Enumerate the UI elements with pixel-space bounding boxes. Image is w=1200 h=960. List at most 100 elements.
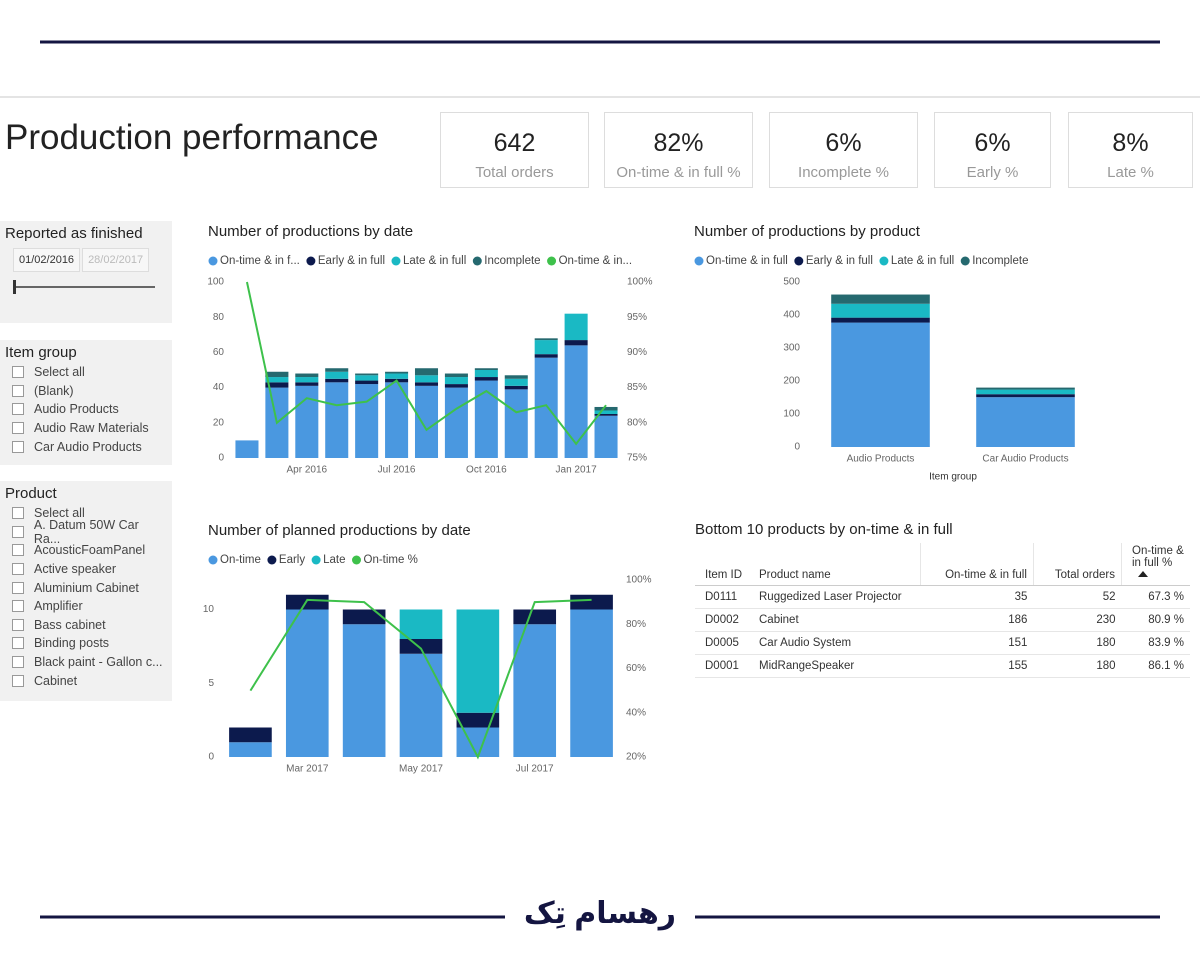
option-label: Black paint - Gallon c...	[34, 655, 163, 670]
legend-label: Incomplete	[972, 255, 1028, 267]
date-slider[interactable]	[5, 272, 167, 302]
legend-label: Late	[323, 554, 345, 566]
checkbox[interactable]	[12, 600, 24, 613]
y2-tick-label: 40%	[626, 707, 646, 718]
kpi-card: 8% Late %	[1068, 112, 1193, 188]
y2-tick-label: 80%	[627, 417, 647, 428]
slicer-option[interactable]: Select all	[5, 504, 167, 523]
x-tick-label: May 2017	[399, 764, 443, 775]
checkbox[interactable]	[12, 618, 24, 631]
date-to[interactable]: 28/02/2017	[82, 248, 150, 272]
y2-tick-label: 100%	[626, 575, 652, 586]
y-tick-label: 200	[783, 376, 800, 387]
bar-segment	[342, 609, 386, 625]
option-label: Select all	[34, 506, 85, 521]
bar-segment	[235, 440, 259, 458]
checkbox[interactable]	[12, 525, 24, 538]
kpi-label: Total orders	[475, 164, 554, 181]
bar-segment	[456, 727, 500, 757]
y2-tick-label: 100%	[627, 277, 653, 288]
checkbox[interactable]	[12, 674, 24, 687]
slicer-option[interactable]: Black paint - Gallon c...	[5, 653, 167, 672]
legend-marker	[472, 256, 482, 266]
table-cell: 52	[1033, 585, 1122, 609]
checkbox[interactable]	[12, 656, 24, 669]
column-header[interactable]: Total orders	[1032, 543, 1122, 586]
y-tick-label: 400	[783, 310, 800, 321]
column-header[interactable]: On-time & in full	[920, 543, 1034, 586]
legend-marker	[879, 256, 889, 266]
legend-label: On-time & in f...	[220, 255, 300, 267]
slicer-option[interactable]: Cabinet	[5, 671, 167, 690]
bar-segment	[325, 378, 349, 383]
bar-segment	[355, 373, 379, 376]
bar-segment	[295, 382, 319, 386]
checkbox[interactable]	[12, 581, 24, 594]
slicer-option[interactable]: Binding posts	[5, 634, 167, 653]
slicer-option[interactable]: Amplifier	[5, 597, 167, 616]
table-row: D0001 MidRangeSpeaker 155 180 86.1 %	[695, 654, 1190, 678]
bar-segment	[594, 410, 618, 414]
table-title: Bottom 10 products by on-time & in full	[695, 521, 953, 538]
checkbox[interactable]	[12, 544, 24, 557]
checkbox[interactable]	[12, 637, 24, 650]
table-cell: 230	[1033, 608, 1122, 632]
slicer-option[interactable]: A. Datum 50W Car Ra...	[5, 518, 167, 546]
bar-segment	[229, 742, 272, 757]
bar-segment	[976, 387, 1075, 390]
slicer-option[interactable]: (Blank)	[5, 382, 167, 401]
checkbox[interactable]	[12, 366, 24, 379]
checkbox[interactable]	[12, 507, 24, 520]
x-tick-label: Apr 2016	[287, 465, 328, 476]
bar-segment	[342, 624, 386, 757]
option-label: Amplifier	[34, 599, 83, 614]
legend-marker	[267, 555, 277, 565]
column-header[interactable]: On-time & in full %	[1121, 543, 1190, 586]
bar-segment	[295, 385, 319, 458]
bar-segment	[414, 385, 439, 458]
data-table: Item ID Product name On-time & in full T…	[695, 543, 1190, 678]
bar-segment	[474, 380, 498, 458]
bar-segment	[513, 624, 557, 757]
checkbox[interactable]	[12, 422, 24, 435]
slicer-option[interactable]: Audio Raw Materials	[5, 419, 167, 438]
slicer-option[interactable]: Bass cabinet	[5, 616, 167, 635]
checkbox[interactable]	[12, 563, 24, 576]
checkbox[interactable]	[12, 384, 24, 397]
bar-segment	[385, 371, 409, 374]
y2-tick-label: 75%	[627, 453, 647, 464]
column-header-text: On-time & in full %	[1132, 545, 1184, 569]
bar-segment	[355, 375, 379, 381]
bar-segment	[570, 609, 613, 757]
bar-segment	[444, 373, 468, 378]
slicer-option[interactable]: AcousticFoamPanel	[5, 541, 167, 560]
line	[245, 281, 607, 446]
slicer-option[interactable]: Aluminium Cabinet	[5, 578, 167, 597]
bar-segment	[474, 370, 498, 378]
date-from[interactable]: 01/02/2016	[13, 248, 81, 272]
y2-tick-label: 60%	[626, 663, 646, 674]
table-cell: 151	[920, 631, 1034, 655]
y2-tick-label: 80%	[626, 619, 646, 630]
y2-tick-label: 20%	[626, 752, 646, 763]
column-header[interactable]: Product name	[749, 543, 921, 586]
slicer-option[interactable]: Active speaker	[5, 560, 167, 579]
slicer-option[interactable]: Select all	[5, 363, 167, 382]
y-tick-label: 5	[208, 678, 214, 689]
table-cell: Car Audio System	[749, 631, 921, 655]
bar-segment	[399, 609, 443, 639]
legend-label: On-time & in...	[559, 255, 633, 267]
checkbox[interactable]	[12, 440, 24, 453]
option-label: AcousticFoamPanel	[34, 543, 146, 558]
bar-segment	[474, 377, 498, 381]
bar-segment	[504, 378, 528, 386]
slicer-title: Product	[5, 485, 57, 502]
bar-segment	[285, 609, 329, 757]
table-cell: 155	[920, 654, 1034, 678]
column-header[interactable]: Item ID	[695, 543, 749, 586]
bar-segment	[355, 380, 379, 385]
product-slicer: Product Select all A. Datum 50W Car Ra...…	[0, 481, 172, 701]
checkbox[interactable]	[12, 403, 24, 416]
slicer-option[interactable]: Audio Products	[5, 400, 167, 419]
slicer-option[interactable]: Car Audio Products	[5, 437, 167, 456]
